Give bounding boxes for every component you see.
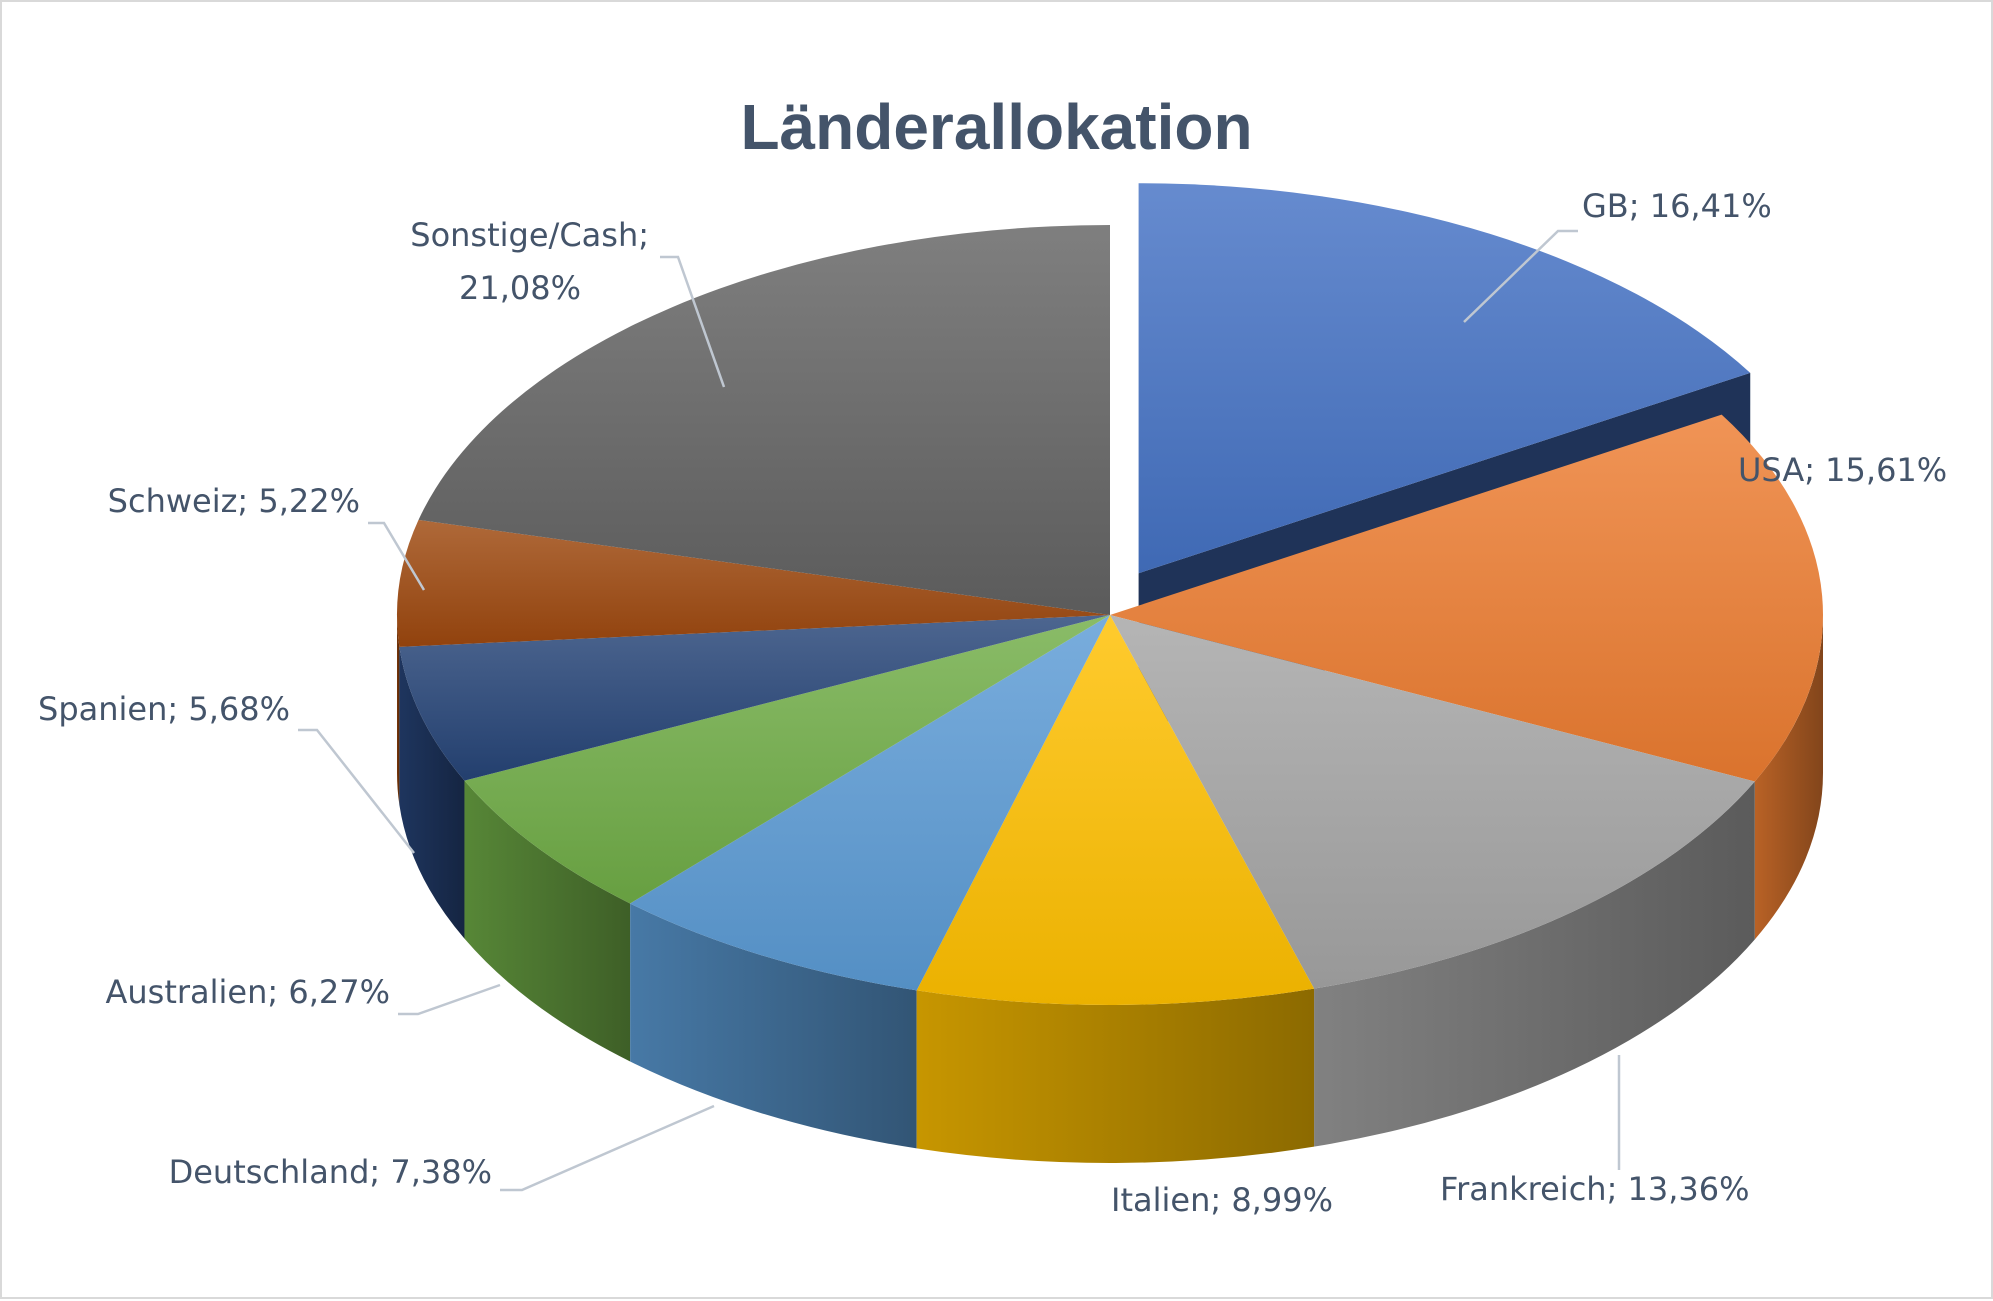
slice-australien[interactable]	[464, 615, 1111, 904]
data-label-frankreich: Frankreich; 13,36%	[1440, 1170, 1750, 1208]
data-label-italien: Italien; 8,99%	[1111, 1181, 1333, 1219]
slice-side-deutschland	[630, 903, 917, 1149]
data-label-sonstige-cash: Sonstige/Cash;	[410, 216, 649, 254]
slice-side-schweiz	[397, 615, 400, 805]
slice-usa[interactable]	[1110, 414, 1823, 782]
leader-line-spanien	[298, 728, 415, 854]
leader-line-schweiz	[368, 521, 426, 591]
slice-italien[interactable]	[916, 615, 1315, 1005]
leader-line-gb	[1463, 229, 1578, 323]
leader-line-deutschland	[500, 1104, 715, 1192]
pie-labels: GB; 16,41% USA; 15,61% Frankreich; 13,36% I…	[38, 187, 1947, 1219]
leader-line-australien	[398, 983, 501, 1016]
data-label-schweiz: Schweiz; 5,22%	[108, 482, 360, 520]
data-label-australien: Australien; 6,27%	[105, 973, 390, 1011]
data-label-deutschland: Deutschland; 7,38%	[169, 1153, 492, 1191]
slice-side-australien	[464, 780, 631, 1062]
slice-side-frankreich	[1314, 781, 1755, 1147]
slice-side-italien	[916, 988, 1315, 1163]
data-label-gb: GB; 16,41%	[1582, 187, 1772, 225]
pie-tops	[397, 183, 1823, 1005]
slice-schweiz[interactable]	[397, 519, 1111, 647]
slice-spanien[interactable]	[399, 615, 1110, 781]
slice-side-spanien	[399, 646, 465, 939]
leader-line-sonstige-cash	[660, 255, 726, 388]
data-label-usa: USA; 15,61%	[1738, 451, 1947, 489]
slice-side-usa	[1754, 615, 1823, 940]
slice-frankreich[interactable]	[1110, 615, 1755, 989]
slice-deutschland[interactable]	[630, 615, 1110, 991]
data-label-sonstige-cash: 21,08%	[459, 269, 581, 307]
slice-gb[interactable]	[1138, 183, 1751, 574]
slice-sonstige-cash[interactable]	[418, 225, 1110, 615]
chart-title: Länderallokation	[740, 91, 1253, 163]
data-label-spanien: Spanien; 5,68%	[38, 690, 290, 728]
